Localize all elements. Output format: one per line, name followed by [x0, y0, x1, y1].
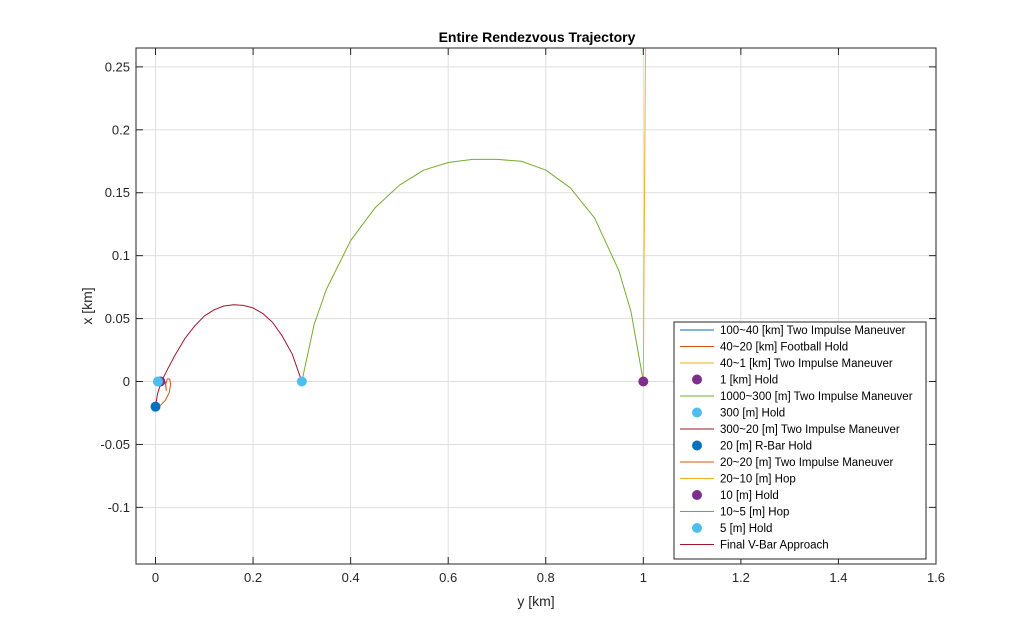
series-marker-7 [150, 401, 161, 412]
x-tick-label: 0.8 [537, 570, 555, 585]
legend-marker-swatch [692, 440, 702, 451]
legend: 100~40 [km] Two Impulse Maneuver 40~20 [k… [673, 321, 927, 560]
x-tick-label: 0.6 [439, 570, 457, 585]
legend-entry-label: 40~1 [km] Two Impulse Maneuver [720, 358, 893, 370]
y-axis-ticks: -0.1 -0.05 0 0.05 0.1 0.15 0.2 0.25 [100, 59, 936, 515]
x-tick-label: 0.2 [244, 570, 262, 585]
legend-entry-label: Final V-Bar Approach [720, 540, 829, 552]
legend-entry-label: 300 [m] Hold [720, 408, 785, 420]
x-tick-label: 1.6 [927, 570, 945, 585]
axes-box [135, 47, 937, 565]
y-tick-label: 0.15 [105, 185, 130, 200]
series-marker-12 [152, 376, 163, 387]
legend-entry-label: 40~20 [km] Football Hold [720, 342, 848, 354]
legend-entry-label: 10 [m] Hold [720, 490, 779, 502]
legend-entry-label: 20~20 [m] Two Impulse Maneuver [720, 457, 894, 469]
x-axis-label: y [km] [517, 593, 554, 609]
x-tick-label: 1.4 [829, 570, 847, 585]
y-tick-label: 0.2 [112, 122, 130, 137]
x-tick-label: 0 [152, 570, 159, 585]
x-tick-label: 0.4 [342, 570, 360, 585]
legend-entry-label: 20 [m] R-Bar Hold [720, 441, 812, 453]
legend-marker-swatch [692, 490, 702, 500]
y-tick-label: 0.25 [105, 59, 130, 74]
x-axis-ticks: 0 0.2 0.4 0.6 0.8 1 1.2 1.4 1.6 [152, 48, 945, 585]
y-tick-label: 0.1 [112, 248, 130, 263]
x-tick-label: 1.2 [732, 570, 750, 585]
series-line-8 [155, 378, 172, 408]
chart-title: Entire Rendezvous Trajectory [439, 29, 636, 45]
series-marker-3 [638, 376, 649, 387]
series-line-4 [301, 158, 644, 382]
legend-entry-label: 100~40 [km] Two Impulse Maneuver [720, 325, 906, 337]
legend-entry-label: 1 [km] Hold [720, 375, 778, 387]
legend-marker-swatch [692, 407, 702, 418]
legend-entry-label: 5 [m] Hold [720, 523, 772, 535]
legend-box [673, 321, 927, 560]
series-marker-5 [296, 376, 307, 387]
y-axis-label: x [km] [79, 287, 95, 324]
series-line-6 [155, 304, 303, 407]
legend-marker-swatch [692, 374, 702, 385]
legend-marker-swatch [692, 523, 702, 533]
y-tick-label: -0.1 [108, 500, 130, 515]
legend-entry-label: 300~20 [m] Two Impulse Maneuver [720, 424, 900, 436]
y-tick-label: 0 [123, 374, 130, 389]
plot-area [150, 48, 649, 412]
legend-entry-label: 20~10 [m] Hop [720, 474, 796, 486]
legend-entry-label: 1000~300 [m] Two Impulse Maneuver [720, 391, 913, 403]
x-tick-label: 1 [640, 570, 647, 585]
y-tick-label: -0.05 [100, 437, 130, 452]
legend-entry-label: 10~5 [m] Hop [720, 507, 789, 519]
series-line-2 [642, 48, 646, 382]
y-tick-label: 0.05 [105, 311, 130, 326]
